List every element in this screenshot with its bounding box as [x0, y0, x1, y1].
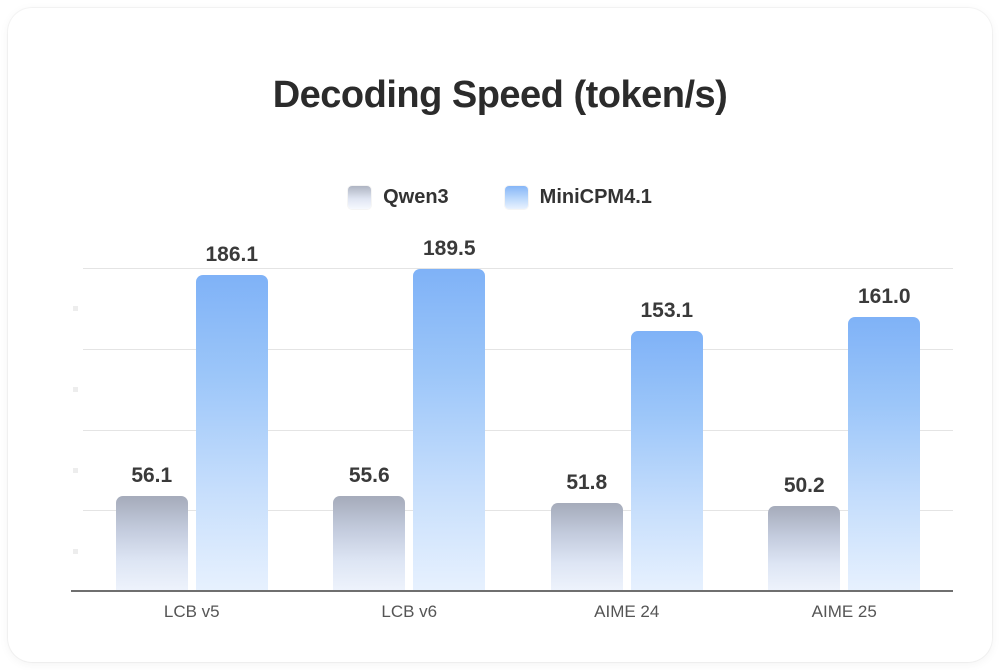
y-axis-tick — [73, 548, 78, 554]
chart-legend: Qwen3 MiniCPM4.1 — [8, 186, 992, 209]
y-axis-tick — [73, 467, 78, 473]
legend-item-qwen3[interactable]: Qwen3 — [348, 186, 449, 209]
bar-value-label: 55.6 — [348, 464, 390, 488]
x-axis-label-aime-24: AIME 24 — [594, 602, 660, 621]
bar-layer: 56.1 186.1 55.6 189.5 51.8 153.1 50.2 161.0 — [83, 237, 953, 591]
bar-value-label: 50.2 — [783, 473, 825, 497]
gridline — [83, 268, 953, 269]
y-axis-tick — [73, 306, 78, 312]
bar-qwen3-aime25[interactable] — [768, 505, 841, 591]
qwen3-legend-swatch-icon — [348, 186, 372, 209]
x-axis-label-lcb-v5: LCB v5 — [163, 602, 220, 621]
bar-value-label: 186.1 — [205, 242, 259, 266]
gridline — [83, 348, 953, 350]
bar-value-label: 161.0 — [857, 285, 911, 309]
x-axis-labels: LCB v5 LCB v6 AIME 24 AIME 25 — [83, 602, 953, 632]
gridline — [83, 510, 953, 512]
legend-item-minicpm41[interactable]: MiniCPM4.1 — [504, 186, 652, 209]
x-axis-label-aime-25: AIME 25 — [811, 602, 877, 621]
x-axis-line — [71, 590, 953, 592]
bar-minicpm41-aime24[interactable] — [630, 330, 703, 591]
bar-value-label: 56.1 — [131, 463, 173, 487]
bar-minicpm41-lcbv5[interactable] — [195, 274, 268, 591]
bar-qwen3-lcbv5[interactable] — [115, 495, 188, 591]
bar-minicpm41-lcbv6[interactable] — [413, 268, 486, 591]
gridline — [83, 429, 953, 431]
plot-area: 56.1 186.1 55.6 189.5 51.8 153.1 50.2 161.0 — [71, 237, 953, 592]
y-axis-tick — [73, 387, 78, 393]
legend-label-qwen3: Qwen3 — [383, 186, 449, 208]
bar-qwen3-lcbv6[interactable] — [333, 496, 406, 591]
bar-value-label: 153.1 — [640, 298, 694, 322]
x-axis-label-lcb-v6: LCB v6 — [381, 602, 438, 621]
legend-label-minicpm41: MiniCPM4.1 — [539, 186, 652, 208]
minicpm41-legend-swatch-icon — [504, 186, 528, 209]
chart-card: Decoding Speed (token/s) Qwen3 MiniCPM4.… — [8, 8, 992, 662]
bar-value-label: 189.5 — [422, 236, 476, 260]
chart-title: Decoding Speed (token/s) — [272, 74, 728, 116]
bar-minicpm41-aime25[interactable] — [848, 317, 921, 591]
bar-qwen3-aime24[interactable] — [550, 502, 623, 591]
bar-value-label: 51.8 — [566, 470, 608, 494]
